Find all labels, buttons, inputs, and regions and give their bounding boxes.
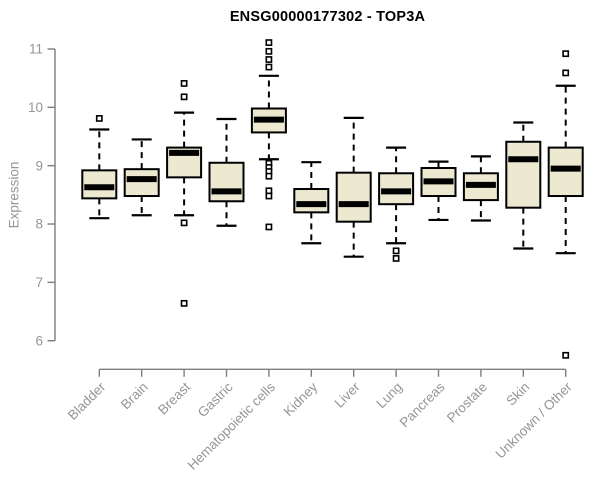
box-group-kidney bbox=[293, 161, 330, 245]
outlier-point bbox=[265, 56, 273, 63]
outlier-point bbox=[392, 247, 400, 255]
y-tick-label: 9 bbox=[35, 158, 43, 173]
box-group-prostate bbox=[462, 155, 499, 222]
iqr-box bbox=[505, 140, 542, 209]
x-tick-label-kidney: Kidney bbox=[281, 379, 321, 419]
y-tick-label: 10 bbox=[28, 100, 43, 115]
box-group-hematopoietic-cells bbox=[250, 39, 287, 231]
iqr-box bbox=[547, 146, 584, 198]
outlier-point bbox=[392, 255, 400, 262]
outlier-point bbox=[180, 80, 188, 87]
outlier-point bbox=[265, 172, 273, 180]
box-group-gastric bbox=[208, 117, 245, 227]
box-group-pancreas bbox=[420, 160, 457, 222]
iqr-box bbox=[123, 168, 160, 198]
y-tick-label: 8 bbox=[35, 217, 43, 232]
outlier-point bbox=[265, 63, 273, 71]
iqr-box bbox=[208, 161, 245, 203]
y-axis: 6 7 8 9 10 11 bbox=[28, 42, 56, 348]
outlier-point bbox=[562, 50, 570, 58]
y-tick-label: 6 bbox=[35, 333, 43, 348]
box-group-breast bbox=[166, 80, 203, 307]
x-tick-label-lung: Lung bbox=[373, 379, 405, 411]
x-tick-label-brain: Brain bbox=[118, 379, 151, 412]
x-tick-label-skin: Skin bbox=[503, 379, 532, 408]
outlier-point bbox=[95, 115, 103, 122]
iqr-box bbox=[335, 171, 372, 223]
x-tick-label-breast: Breast bbox=[155, 379, 193, 417]
outlier-point bbox=[180, 219, 188, 227]
outlier-point bbox=[265, 223, 273, 231]
box-group-unknown-other bbox=[547, 50, 584, 359]
x-tick-label-liver: Liver bbox=[332, 379, 364, 411]
y-tick-label: 7 bbox=[35, 275, 43, 290]
outlier-point bbox=[562, 351, 570, 359]
box-group-brain bbox=[123, 138, 160, 217]
iqr-box bbox=[293, 188, 330, 214]
outlier-point bbox=[265, 39, 273, 46]
box-group-bladder bbox=[81, 115, 118, 220]
x-tick-label-gastric: Gastric bbox=[195, 379, 236, 420]
box-group-lung bbox=[378, 146, 415, 262]
box-group-skin bbox=[505, 121, 542, 250]
y-tick-label: 11 bbox=[29, 42, 43, 57]
outlier-point bbox=[265, 192, 273, 200]
outlier-point bbox=[265, 47, 273, 55]
chart-title: ENSG00000177302 - TOP3A bbox=[229, 9, 426, 25]
outlier-point bbox=[180, 299, 188, 307]
box-group-liver bbox=[335, 116, 372, 258]
outlier-point bbox=[265, 187, 273, 195]
outlier-point bbox=[180, 93, 188, 101]
x-tick-label-prostate: Prostate bbox=[444, 379, 490, 425]
x-tick-label-bladder: Bladder bbox=[65, 379, 109, 423]
x-tick-label-pancreas: Pancreas bbox=[397, 379, 448, 430]
outlier-point bbox=[562, 69, 570, 77]
x-tick-label-unknown-other: Unknown / Other bbox=[493, 379, 576, 462]
